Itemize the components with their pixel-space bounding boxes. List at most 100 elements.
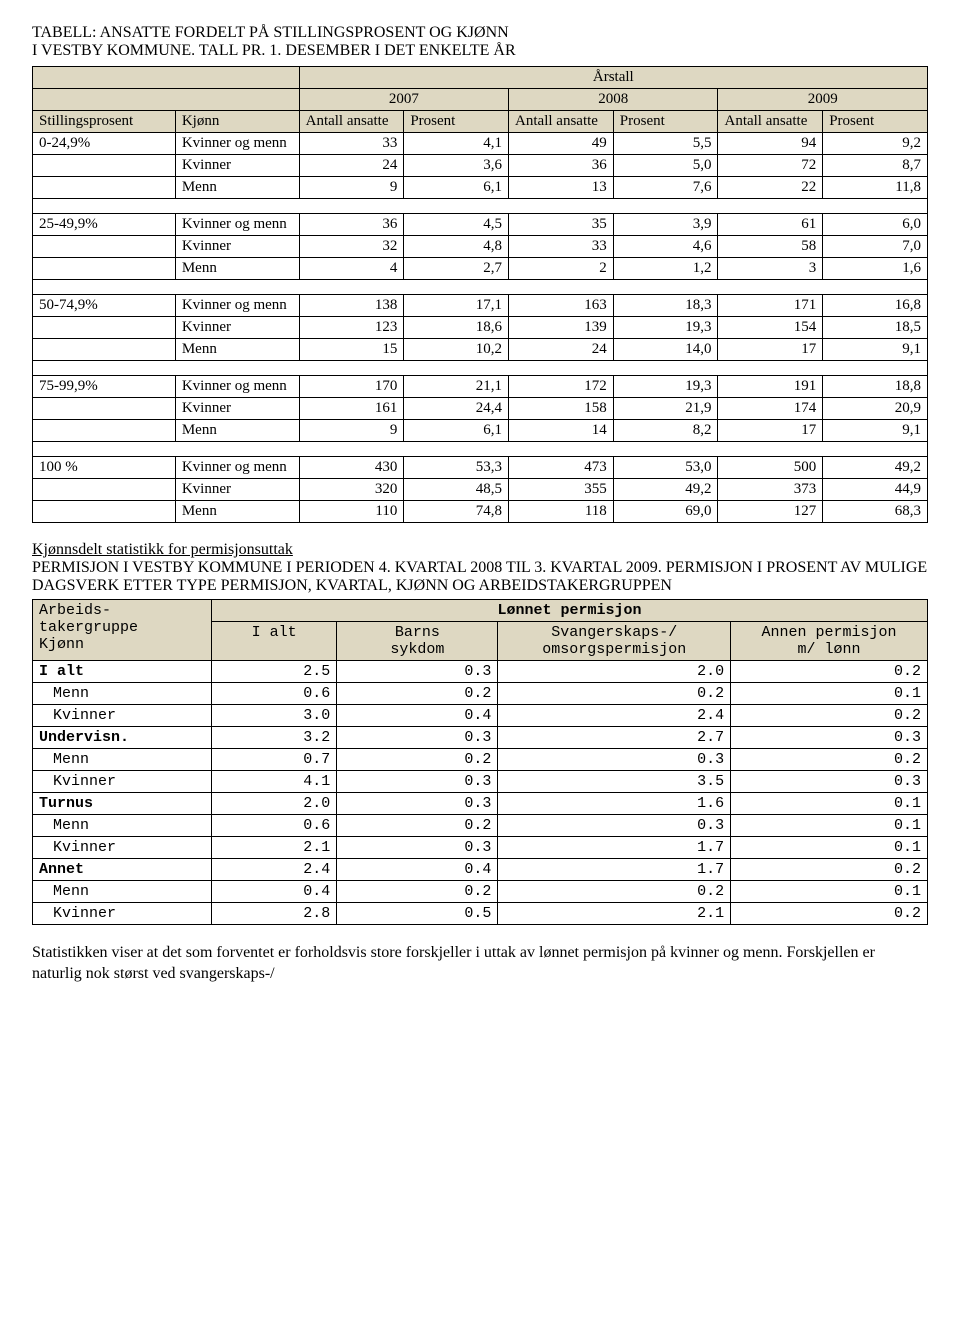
value-cell: 4 xyxy=(299,258,404,280)
value-cell: 2.0 xyxy=(212,793,337,815)
value-cell: 0.2 xyxy=(731,903,928,925)
spacer-row xyxy=(33,280,928,295)
kjonn-cell: Menn xyxy=(175,501,299,523)
spacer-row xyxy=(33,442,928,457)
table-row: Kvinner4.10.33.50.3 xyxy=(33,771,928,793)
value-cell: 36 xyxy=(299,214,404,236)
value-cell: 0.3 xyxy=(337,793,498,815)
t2-col-annen: Annen permisjon m/ lønn xyxy=(731,622,928,661)
group-label-cell: Kvinner xyxy=(33,771,212,793)
value-cell: 10,2 xyxy=(404,339,509,361)
header-arstall-row: Årstall xyxy=(33,67,928,89)
table-row: Kvinner2.10.31.70.1 xyxy=(33,837,928,859)
value-cell: 4,8 xyxy=(404,236,509,258)
table-row: Menn0.40.20.20.1 xyxy=(33,881,928,903)
value-cell: 9 xyxy=(299,420,404,442)
value-cell: 2.7 xyxy=(498,727,731,749)
value-cell: 2.5 xyxy=(212,661,337,683)
table-row: Kvinner243,6365,0728,7 xyxy=(33,155,928,177)
range-cell xyxy=(33,479,176,501)
value-cell: 8,2 xyxy=(613,420,718,442)
value-cell: 0.1 xyxy=(731,837,928,859)
value-cell: 500 xyxy=(718,457,823,479)
value-cell: 74,8 xyxy=(404,501,509,523)
group-label-cell: Menn xyxy=(33,881,212,903)
title-line2: I VESTBY KOMMUNE. TALL PR. 1. DESEMBER I… xyxy=(32,42,516,59)
range-cell: 25-49,9% xyxy=(33,214,176,236)
kjonn-cell: Kvinner og menn xyxy=(175,376,299,398)
value-cell: 2 xyxy=(509,258,614,280)
kjonn-cell: Menn xyxy=(175,177,299,199)
range-cell xyxy=(33,155,176,177)
value-cell: 373 xyxy=(718,479,823,501)
kjonn-cell: Menn xyxy=(175,339,299,361)
header-columns-row: Stillingsprosent Kjønn Antall ansatte Pr… xyxy=(33,111,928,133)
value-cell: 53,0 xyxy=(613,457,718,479)
value-cell: 0.2 xyxy=(731,749,928,771)
value-cell: 94 xyxy=(718,133,823,155)
table-row: Menn0.60.20.20.1 xyxy=(33,683,928,705)
table-row: Kvinner32048,535549,237344,9 xyxy=(33,479,928,501)
value-cell: 3 xyxy=(718,258,823,280)
table-row: Kvinner2.80.52.10.2 xyxy=(33,903,928,925)
value-cell: 32 xyxy=(299,236,404,258)
value-cell: 0.4 xyxy=(337,705,498,727)
value-cell: 6,0 xyxy=(823,214,928,236)
value-cell: 7,0 xyxy=(823,236,928,258)
value-cell: 69,0 xyxy=(613,501,718,523)
table-row: Menn42,721,231,6 xyxy=(33,258,928,280)
spacer-row xyxy=(33,199,928,214)
value-cell: 1.7 xyxy=(498,837,731,859)
table-row: Kvinner12318,613919,315418,5 xyxy=(33,317,928,339)
value-cell: 58 xyxy=(718,236,823,258)
value-cell: 36 xyxy=(509,155,614,177)
col-prosent-1: Prosent xyxy=(404,111,509,133)
value-cell: 430 xyxy=(299,457,404,479)
value-cell: 123 xyxy=(299,317,404,339)
table-row: Menn1510,22414,0179,1 xyxy=(33,339,928,361)
value-cell: 6,1 xyxy=(404,420,509,442)
kjonn-cell: Menn xyxy=(175,258,299,280)
value-cell: 24 xyxy=(299,155,404,177)
table-row: Menn96,1137,62211,8 xyxy=(33,177,928,199)
value-cell: 0.3 xyxy=(337,837,498,859)
table-row: Kvinner16124,415821,917420,9 xyxy=(33,398,928,420)
value-cell: 33 xyxy=(509,236,614,258)
table-row: I alt2.50.32.00.2 xyxy=(33,661,928,683)
value-cell: 16,8 xyxy=(823,295,928,317)
value-cell: 3,9 xyxy=(613,214,718,236)
value-cell: 3,6 xyxy=(404,155,509,177)
value-cell: 18,5 xyxy=(823,317,928,339)
value-cell: 0.2 xyxy=(498,683,731,705)
spacer-row xyxy=(33,361,928,376)
value-cell: 0.2 xyxy=(731,705,928,727)
value-cell: 3.5 xyxy=(498,771,731,793)
range-cell xyxy=(33,339,176,361)
value-cell: 33 xyxy=(299,133,404,155)
col-antall-2: Antall ansatte xyxy=(509,111,614,133)
t2-header-row1: Arbeids- takergruppe Kjønn Lønnet permis… xyxy=(33,600,928,622)
t2-top-header: Lønnet permisjon xyxy=(497,602,641,619)
value-cell: 14 xyxy=(509,420,614,442)
value-cell: 49,2 xyxy=(613,479,718,501)
table-row: Kvinner3.00.42.40.2 xyxy=(33,705,928,727)
value-cell: 22 xyxy=(718,177,823,199)
value-cell: 0.2 xyxy=(337,815,498,837)
value-cell: 9,1 xyxy=(823,339,928,361)
section2-heading-underline: Kjønnsdelt statistikk for permisjonsutta… xyxy=(32,541,293,558)
table-row: Menn96,1148,2179,1 xyxy=(33,420,928,442)
value-cell: 21,9 xyxy=(613,398,718,420)
value-cell: 9,2 xyxy=(823,133,928,155)
value-cell: 0.4 xyxy=(337,859,498,881)
col-antall-1: Antall ansatte xyxy=(299,111,404,133)
value-cell: 1,6 xyxy=(823,258,928,280)
value-cell: 0.3 xyxy=(498,815,731,837)
table-row: 75-99,9%Kvinner og menn17021,117219,3191… xyxy=(33,376,928,398)
value-cell: 72 xyxy=(718,155,823,177)
value-cell: 5,5 xyxy=(613,133,718,155)
value-cell: 19,3 xyxy=(613,317,718,339)
group-label-cell: Kvinner xyxy=(33,837,212,859)
value-cell: 17 xyxy=(718,420,823,442)
value-cell: 4,5 xyxy=(404,214,509,236)
value-cell: 3.2 xyxy=(212,727,337,749)
